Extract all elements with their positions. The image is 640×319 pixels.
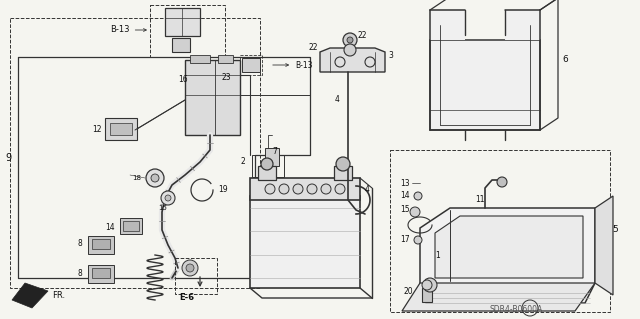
Circle shape [265,184,275,194]
Circle shape [414,236,422,244]
Bar [250,196,360,288]
Circle shape [343,33,357,47]
Polygon shape [402,283,595,311]
Circle shape [307,184,317,194]
Bar [242,58,260,72]
Text: 22: 22 [308,42,318,51]
Text: 9: 9 [5,153,11,163]
Text: 14: 14 [105,224,115,233]
Text: 5: 5 [612,226,618,234]
Bar [92,268,110,278]
Circle shape [414,192,422,200]
Polygon shape [435,216,583,278]
Text: 17: 17 [400,235,410,244]
Polygon shape [505,10,540,40]
Text: 19: 19 [218,186,228,195]
Text: 2: 2 [240,158,245,167]
Bar [88,236,114,254]
Text: 4: 4 [365,186,370,195]
Text: 14: 14 [400,191,410,201]
Polygon shape [420,208,595,303]
Text: 11: 11 [475,196,484,204]
Text: 4: 4 [335,95,340,105]
Bar [88,265,114,283]
Bar [190,55,210,63]
Bar [218,55,233,63]
Circle shape [347,37,353,43]
Circle shape [423,278,437,292]
Circle shape [261,158,273,170]
Bar [390,150,610,312]
Text: FR.: FR. [52,291,65,300]
Bar [165,8,200,36]
Bar [105,118,137,140]
Bar [110,123,132,135]
Circle shape [497,177,507,187]
Polygon shape [595,196,613,295]
Text: 23: 23 [222,73,232,83]
Text: 8: 8 [77,240,82,249]
Text: SDR4-B0600A: SDR4-B0600A [490,306,543,315]
Text: 12: 12 [92,125,102,135]
Text: 6: 6 [562,56,568,64]
Text: 1: 1 [435,250,440,259]
Circle shape [182,260,198,276]
Circle shape [186,264,194,272]
Bar [240,55,262,75]
Bar [422,288,432,302]
Bar [10,18,260,288]
Text: 13: 13 [400,179,410,188]
Bar [252,155,284,177]
Bar [120,218,142,234]
Circle shape [146,169,164,187]
Bar [334,166,352,180]
Circle shape [165,195,171,201]
Text: B-13: B-13 [273,61,312,70]
Text: 8: 8 [77,269,82,278]
Circle shape [293,184,303,194]
Polygon shape [12,283,48,308]
Bar [258,166,276,180]
Text: 16: 16 [178,76,188,85]
Text: 15: 15 [158,205,167,211]
Bar [250,178,360,200]
Text: 18: 18 [132,175,141,181]
Bar [185,60,240,135]
Circle shape [161,191,175,205]
Bar [265,148,279,166]
Text: E-6: E-6 [179,293,194,301]
Bar [430,40,540,130]
Text: 22: 22 [358,31,367,40]
Bar [123,221,139,231]
Circle shape [335,184,345,194]
Polygon shape [320,48,385,72]
Polygon shape [430,10,465,40]
Circle shape [336,157,350,171]
Bar [150,5,225,57]
Text: B-13: B-13 [110,26,147,34]
Circle shape [422,280,432,290]
Circle shape [344,44,356,56]
Text: 20: 20 [403,287,413,296]
Text: 15: 15 [400,205,410,214]
Text: 3: 3 [388,50,393,60]
Bar [175,258,217,294]
Bar [172,38,190,52]
Text: 7: 7 [272,147,277,157]
Circle shape [151,174,159,182]
Circle shape [321,184,331,194]
Circle shape [279,184,289,194]
Circle shape [410,207,420,217]
Bar [92,239,110,249]
